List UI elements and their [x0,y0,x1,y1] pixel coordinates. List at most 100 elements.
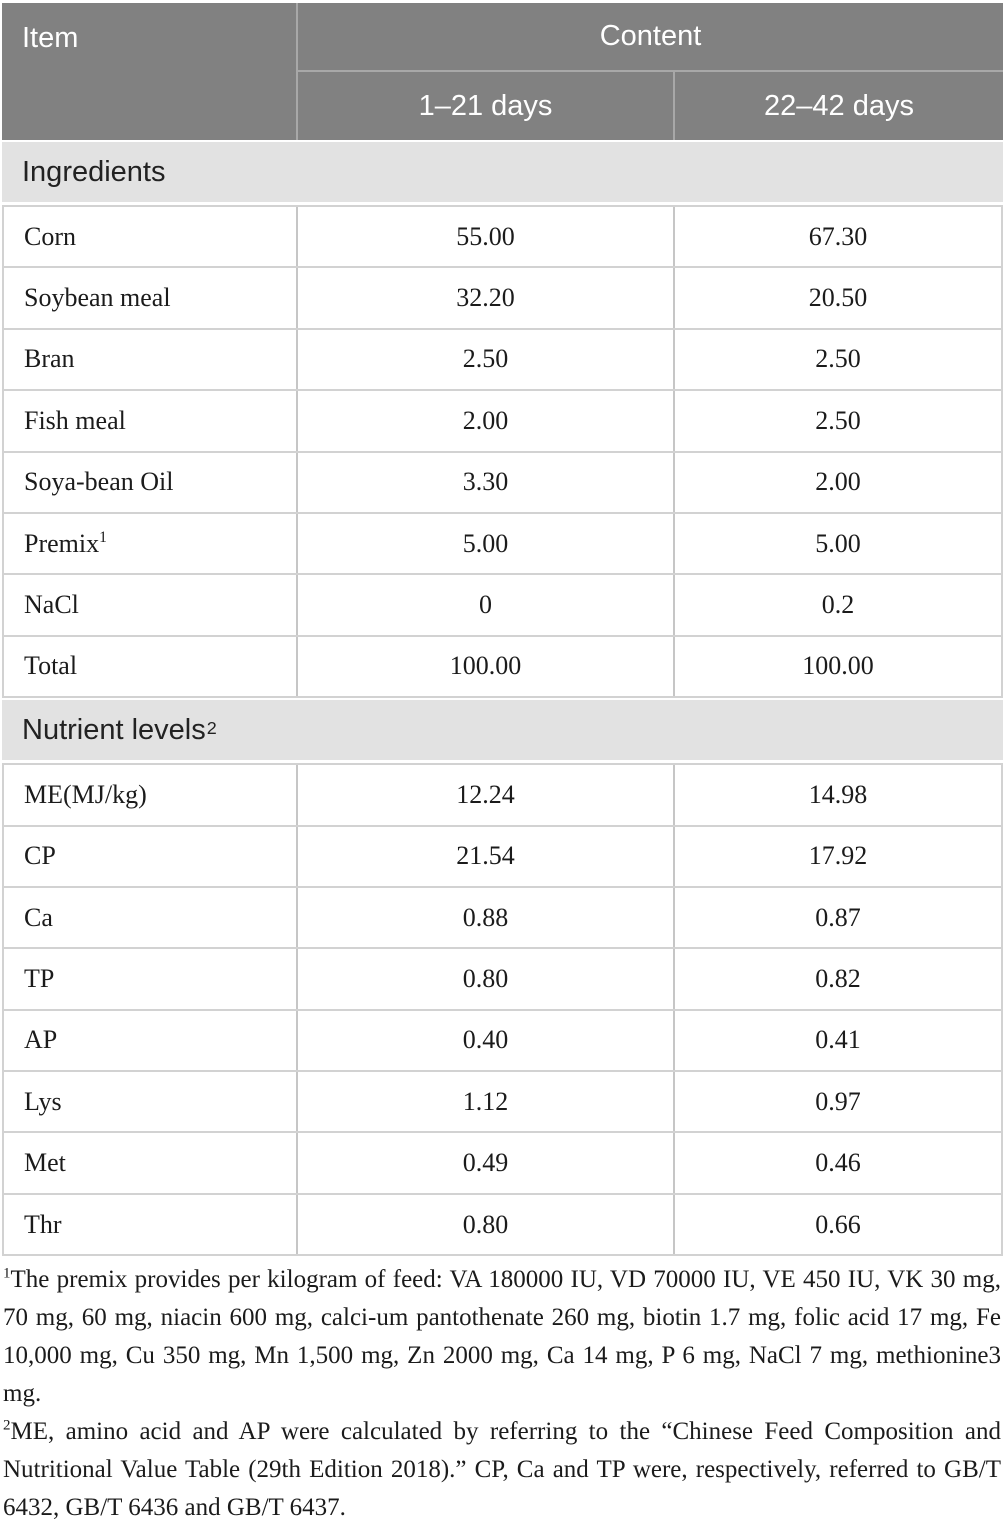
table-header: Item Content 1–21 days 22–42 days [2,3,1003,140]
value-cell-22-42: 20.50 [808,283,868,313]
nutrient-levels-body: ME(MJ/kg) 12.24 14.98 CP 21.54 17.92 Ca … [2,763,1003,1257]
value-cell-1-21: 2.00 [298,391,675,451]
item-label: Met [24,1148,66,1178]
value-cell-22-42: 2.50 [815,405,861,435]
header-1-21-days: 1–21 days [298,72,675,140]
value-cell-1-21: 100.00 [298,636,675,697]
item-label: Total [24,651,78,681]
header-content: Content [298,3,1003,72]
table-row: NaCl 0 0.2 [4,575,1001,637]
value-cell-1-21: 5.00 [298,513,675,574]
item-label: Premix [24,528,100,558]
item-label: AP [24,1025,58,1055]
item-label: Fish meal [24,405,126,435]
value-cell-1-21: 21.54 [298,826,675,886]
value-cell-22-42: 0.82 [815,963,861,993]
item-cell: TP [4,949,298,1009]
value-cell-22-42: 17.92 [808,841,868,871]
table-row: ME(MJ/kg) 12.24 14.98 [4,765,1001,827]
item-label: Soya-bean Oil [24,467,174,497]
item-label: Bran [24,344,75,374]
value-cell-1-21: 2.50 [298,329,675,390]
table-row: CP 21.54 17.92 [4,826,1001,888]
item-cell: Bran [4,329,298,390]
table-row: Met 0.49 0.46 [4,1133,1001,1195]
header-item: Item [2,3,298,140]
item-cell: Ca [4,887,298,948]
table-row: Premix 1 5.00 5.00 [4,513,1001,576]
value-cell-1-21: 0.80 [298,949,675,1009]
value-cell-1-21: 32.20 [298,268,675,328]
value-cell-22-42: 2.50 [815,344,861,374]
value-cell-1-21: 55.00 [298,207,675,267]
item-label: TP [24,963,55,993]
item-cell: Total [4,636,298,697]
value-cell-1-21: 0.49 [298,1133,675,1193]
footnote-2: 2ME, amino acid and AP were calculated b… [3,1413,1001,1527]
section-title: Ingredients [22,155,166,188]
value-cell-1-21: 12.24 [298,765,675,825]
value-cell-22-42: 0.41 [815,1025,861,1055]
footnote-2-sup: 2 [3,1417,11,1434]
item-cell: CP [4,826,298,886]
table-row: Thr 0.80 0.66 [4,1194,1001,1257]
table-row: Lys 1.12 0.97 [4,1072,1001,1134]
item-label: Thr [24,1209,62,1239]
value-cell-1-21: 0 [298,575,675,635]
value-cell-22-42: 14.98 [808,779,868,809]
header-content-label: Content [599,20,702,52]
item-cell: AP [4,1010,298,1071]
header-22-42-days: 22–42 days [675,72,1003,140]
item-cell: Premix 1 [4,513,298,574]
header-subrow: 1–21 days 22–42 days [298,72,1003,140]
item-label: NaCl [24,590,79,620]
table-row: Soybean meal 32.20 20.50 [4,268,1001,330]
table-row: Fish meal 2.00 2.50 [4,391,1001,453]
table-row: AP 0.40 0.41 [4,1010,1001,1073]
item-label: Corn [24,221,76,251]
value-cell-22-42: 0.87 [815,902,861,932]
table-row: Total 100.00 100.00 [4,636,1001,699]
value-cell-22-42: 2.00 [815,467,861,497]
section-title: Nutrient levels [22,713,206,746]
item-cell: NaCl [4,575,298,635]
table-row: Ca 0.88 0.87 [4,887,1001,950]
header-item-label: Item [22,22,79,54]
item-cell: Corn [4,207,298,267]
table-row: Soya-bean Oil 3.30 2.00 [4,452,1001,514]
value-cell-22-42: 67.30 [808,221,868,251]
value-cell-22-42: 0.2 [821,590,855,620]
footnote-2-text: ME, amino acid and AP were calculated by… [3,1418,1001,1522]
section-header-nutrient-levels: Nutrient levels 2 [2,700,1003,761]
value-cell-22-42: 5.00 [815,528,861,558]
item-label: CP [24,841,56,871]
item-cell: Thr [4,1194,298,1255]
item-label: Ca [24,902,53,932]
item-cell: ME(MJ/kg) [4,765,298,825]
item-cell: Fish meal [4,391,298,451]
table-row: Bran 2.50 2.50 [4,329,1001,392]
value-cell-22-42: 100.00 [802,651,874,681]
item-cell: Met [4,1133,298,1193]
value-cell-1-21: 3.30 [298,452,675,512]
footnote-1: 1The premix provides per kilogram of fee… [3,1261,1001,1413]
table-row: TP 0.80 0.82 [4,949,1001,1011]
header-22-42-days-label: 22–42 days [764,89,914,122]
value-cell-22-42: 0.66 [815,1209,861,1239]
item-label: Lys [24,1086,62,1116]
table-row: Corn 55.00 67.30 [4,207,1001,269]
value-cell-1-21: 1.12 [298,1072,675,1132]
value-cell-1-21: 0.88 [298,887,675,948]
footnotes: 1The premix provides per kilogram of fee… [2,1261,1003,1527]
item-label: ME(MJ/kg) [24,779,147,809]
section-header-ingredients: Ingredients [2,142,1003,202]
value-cell-22-42: 0.46 [815,1148,861,1178]
footnote-1-text: The premix provides per kilogram of feed… [3,1266,1001,1408]
feed-composition-table: Item Content 1–21 days 22–42 days Ingred… [2,3,1003,1527]
item-cell: Soya-bean Oil [4,452,298,512]
ingredients-body: Corn 55.00 67.30 Soybean meal 32.20 20.5… [2,205,1003,699]
value-cell-1-21: 0.40 [298,1010,675,1071]
footnote-1-sup: 1 [3,1265,11,1282]
item-cell: Lys [4,1072,298,1132]
item-cell: Soybean meal [4,268,298,328]
